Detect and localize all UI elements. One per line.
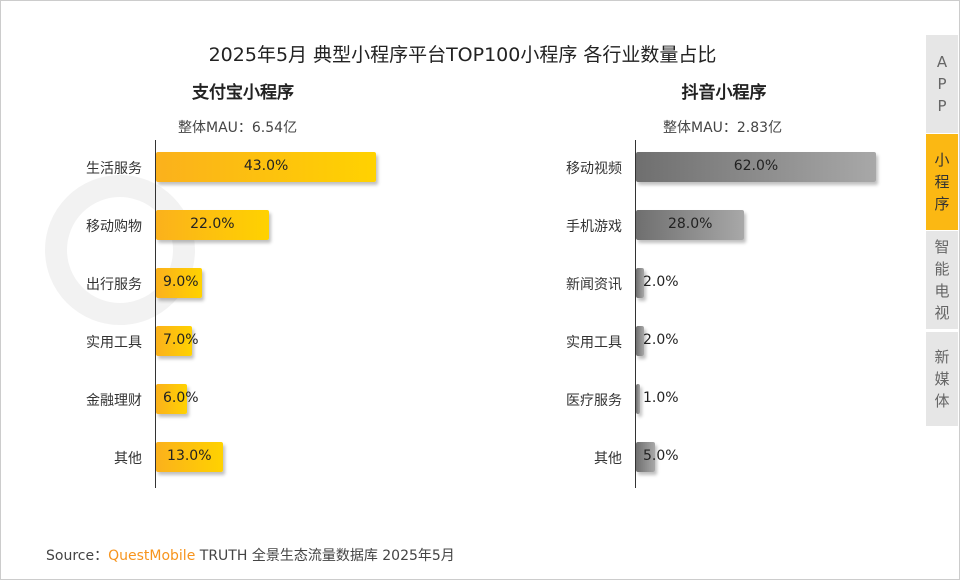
bar xyxy=(636,326,644,356)
bar xyxy=(156,442,223,472)
category-label: 其他 xyxy=(114,451,142,467)
data-label: 6.0% xyxy=(163,390,199,406)
bar xyxy=(156,152,377,182)
bar xyxy=(156,384,187,414)
category-label: 移动视频 xyxy=(566,161,622,177)
tab-smart-tv[interactable]: 智 能 电 视 xyxy=(926,231,958,329)
data-label: 62.0% xyxy=(733,158,779,174)
tab-app[interactable]: A P P xyxy=(926,35,958,133)
data-label: 5.0% xyxy=(643,448,679,464)
category-label: 金融理财 xyxy=(86,393,142,409)
data-label: 2.0% xyxy=(643,332,679,348)
data-label: 43.0% xyxy=(243,158,289,174)
data-label: 28.0% xyxy=(667,216,713,232)
tab-new-media[interactable]: 新 媒 体 xyxy=(926,332,958,426)
bar xyxy=(156,210,269,240)
watermark-logo-icon xyxy=(45,175,195,325)
axis-line xyxy=(635,140,636,488)
category-label: 出行服务 xyxy=(86,277,142,293)
source-note: Source：QuestMobile TRUTH 全景生态流量数据库 2025年… xyxy=(46,545,455,565)
category-label: 实用工具 xyxy=(566,335,622,351)
category-label: 生活服务 xyxy=(86,161,142,177)
tab-label: 新 媒 体 xyxy=(934,348,950,410)
source-prefix: Source： xyxy=(46,548,109,564)
tab-label: A P P xyxy=(936,53,948,115)
bar xyxy=(636,268,644,298)
mau-note: 整体MAU：6.54亿 xyxy=(178,120,298,136)
tab-label: 小 程 序 xyxy=(934,151,950,213)
category-label: 移动购物 xyxy=(86,219,142,235)
data-label: 2.0% xyxy=(643,274,679,290)
data-label: 9.0% xyxy=(163,274,199,290)
category-label: 实用工具 xyxy=(86,335,142,351)
category-label: 新闻资讯 xyxy=(566,277,622,293)
category-label: 医疗服务 xyxy=(566,393,622,409)
bar xyxy=(636,210,745,240)
data-label: 7.0% xyxy=(163,332,199,348)
chart-subtitle: 支付宝小程序 xyxy=(192,83,294,103)
data-label: 1.0% xyxy=(643,390,679,406)
mau-note: 整体MAU：2.83亿 xyxy=(663,120,783,136)
chart-subtitle: 抖音小程序 xyxy=(681,83,767,103)
bar xyxy=(636,442,656,472)
axis-line xyxy=(155,140,156,488)
tab-label: 智 能 电 视 xyxy=(934,238,950,322)
source-brand: QuestMobile xyxy=(108,548,196,564)
data-label: 22.0% xyxy=(190,216,235,232)
category-label: 其他 xyxy=(594,451,622,467)
data-label: 13.0% xyxy=(167,448,212,464)
bar xyxy=(636,152,876,182)
category-label: 手机游戏 xyxy=(566,219,622,235)
bar xyxy=(156,326,192,356)
bar xyxy=(156,268,203,298)
chart-title: 2025年5月 典型小程序平台TOP100小程序 各行业数量占比 xyxy=(208,44,717,66)
source-rest: TRUTH 全景生态流量数据库 2025年5月 xyxy=(195,548,455,564)
bar xyxy=(636,384,640,414)
tab-mini-program[interactable]: 小 程 序 xyxy=(926,134,958,230)
